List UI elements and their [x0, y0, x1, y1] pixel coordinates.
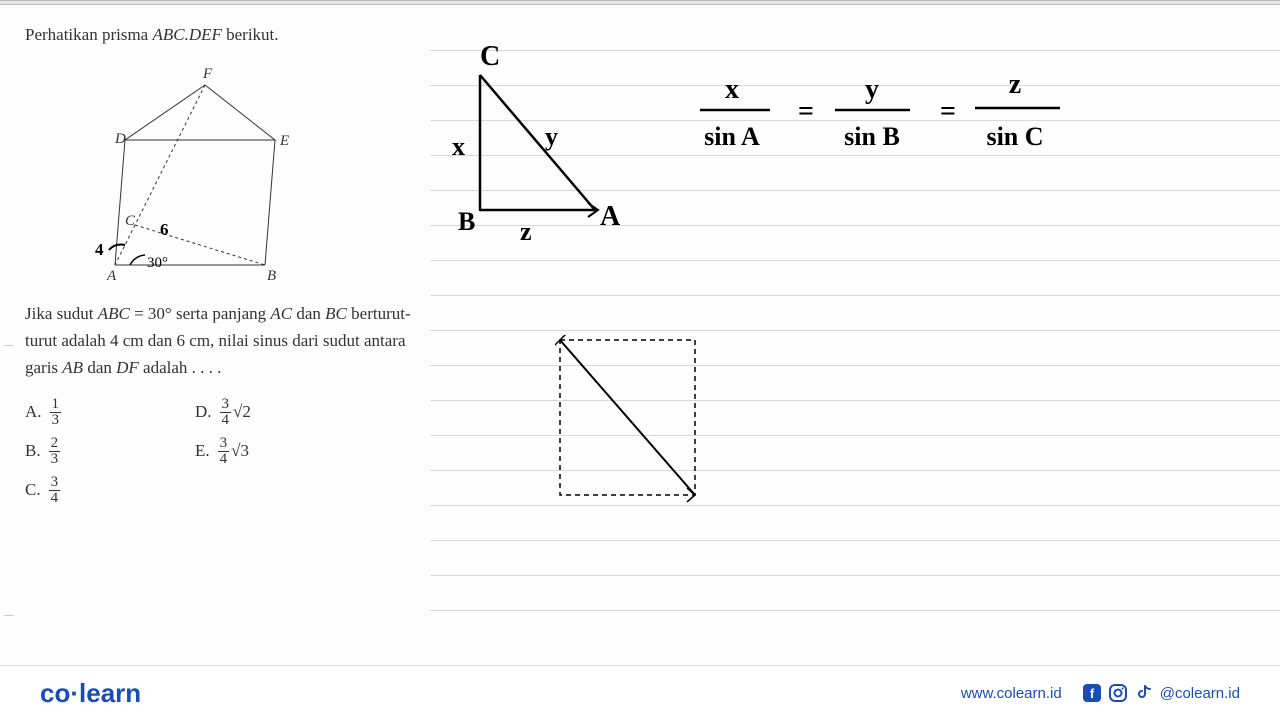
question-body: Jika sudut ABC = 30° serta panjang AC da…	[25, 300, 425, 382]
svg-text:x: x	[725, 74, 739, 105]
label-C: C	[125, 213, 136, 229]
annot-4: 4	[95, 240, 104, 259]
brand-logo: co·learn	[40, 678, 141, 709]
prism-svg: D E F A B C 30° 4 6	[85, 55, 305, 285]
svg-text:sin A: sin A	[704, 122, 760, 151]
tri-x: x	[452, 132, 465, 161]
prism-figure: D E F A B C 30° 4 6	[85, 55, 425, 290]
footer-bar: co·learn www.colearn.id f @colearn.id	[0, 665, 1280, 720]
title-post: berikut.	[222, 25, 279, 44]
option-A[interactable]: A. 13	[25, 397, 155, 428]
tri-y: y	[545, 122, 558, 151]
question-panel: Perhatikan prisma ABC.DEF berikut.	[25, 25, 425, 506]
footer-url[interactable]: www.colearn.id	[961, 685, 1062, 702]
handwriting-square	[555, 335, 715, 510]
svg-text:=: =	[798, 96, 814, 127]
svg-text:sin C: sin C	[986, 122, 1043, 151]
option-C[interactable]: C. 34	[25, 475, 155, 506]
angle-30: 30°	[147, 255, 168, 271]
svg-text:f: f	[1090, 686, 1095, 701]
footer-right: www.colearn.id f @colearn.id	[961, 683, 1240, 703]
tri-A: A	[600, 201, 621, 232]
annot-6: 6	[160, 220, 169, 239]
label-D: D	[114, 131, 126, 147]
option-B[interactable]: B. 23	[25, 436, 155, 467]
tiktok-icon[interactable]	[1134, 683, 1154, 703]
tri-z: z	[520, 217, 532, 246]
content-area: Perhatikan prisma ABC.DEF berikut.	[0, 5, 1280, 665]
footer-handle[interactable]: @colearn.id	[1160, 685, 1240, 702]
label-F: F	[202, 66, 213, 82]
title-italic: ABC.DEF	[152, 25, 221, 44]
brand-learn: learn	[79, 678, 141, 708]
social-icons: f @colearn.id	[1082, 683, 1240, 703]
title-pre: Perhatikan prisma	[25, 25, 152, 44]
label-A: A	[106, 268, 117, 284]
instagram-icon[interactable]	[1108, 683, 1128, 703]
left-tick-margin	[0, 5, 18, 665]
label-B: B	[267, 268, 276, 284]
handwriting-triangle: C B A x y z	[440, 40, 640, 265]
svg-text:z: z	[1009, 69, 1021, 100]
svg-text:y: y	[865, 74, 879, 105]
tri-B: B	[458, 207, 475, 236]
option-E[interactable]: E. 34√3	[195, 436, 325, 467]
svg-text:=: =	[940, 96, 956, 127]
facebook-icon[interactable]: f	[1082, 683, 1102, 703]
triangle-svg: C B A x y z	[440, 40, 640, 260]
brand-co: co	[40, 678, 70, 708]
label-E: E	[279, 133, 289, 149]
handwriting-sine-rule: x sin A = y sin B = z sin C	[690, 60, 1110, 185]
tri-C: C	[480, 41, 500, 72]
svg-text:sin B: sin B	[844, 122, 900, 151]
question-title: Perhatikan prisma ABC.DEF berikut.	[25, 25, 425, 45]
options-grid: A. 13 D. 34√2 B. 23 E. 34√3 C. 34	[25, 397, 325, 506]
square-svg	[555, 335, 715, 505]
sine-rule-svg: x sin A = y sin B = z sin C	[690, 60, 1110, 180]
option-D[interactable]: D. 34√2	[195, 397, 325, 428]
